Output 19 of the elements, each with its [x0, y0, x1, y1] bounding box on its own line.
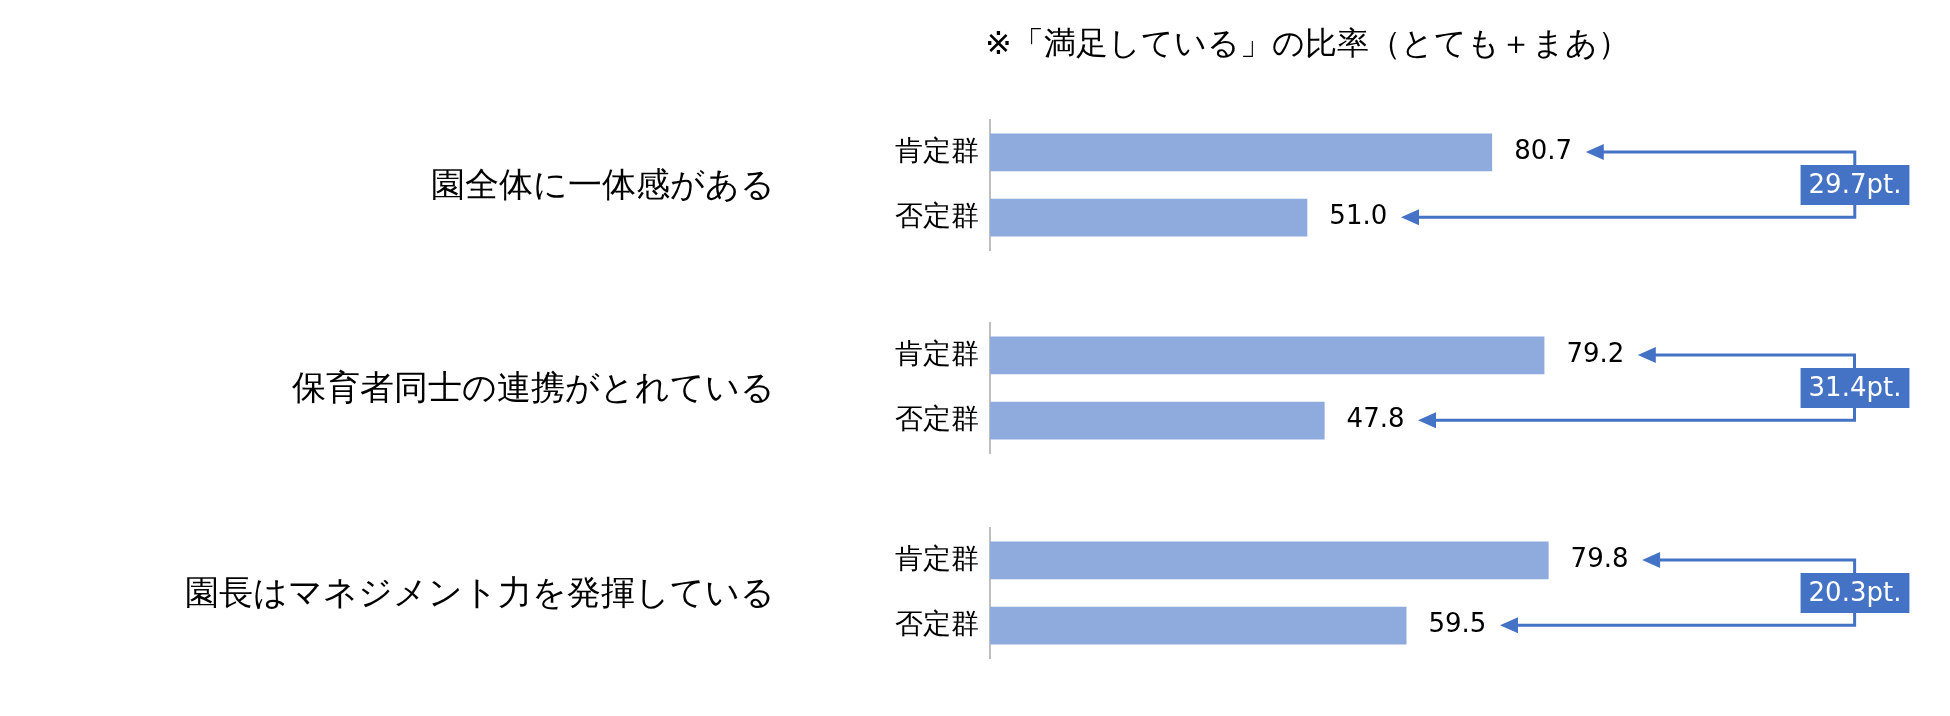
y-tick-label: 否定群 — [895, 198, 979, 232]
data-label: 79.8 — [1570, 543, 1629, 574]
data-label: 59.5 — [1428, 608, 1487, 639]
y-tick-label: 否定群 — [895, 606, 979, 640]
text: 31.4pt. — [1808, 371, 1902, 402]
data-label: 51.0 — [1329, 200, 1388, 231]
y-tick-label: 肯定群 — [895, 336, 979, 370]
y-tick-label: 否定群 — [895, 401, 979, 435]
y-tick-label: 肯定群 — [895, 541, 979, 575]
data-label: 47.8 — [1346, 403, 1405, 434]
data-label: 79.2 — [1566, 338, 1625, 369]
data-label: 80.7 — [1514, 135, 1573, 166]
text: 29.7pt. — [1808, 168, 1902, 199]
chart-title: ※「満足している」の比率（とても＋まあ） — [985, 23, 1630, 64]
y-axis-title: 園全体に一体感がある — [430, 163, 775, 206]
y-axis-title: 保育者同士の連携がとれている — [291, 366, 775, 409]
text: 20.3pt. — [1808, 576, 1902, 607]
y-tick-label: 肯定群 — [895, 133, 979, 167]
y-axis-title: 園長はマネジメント力を発揮している — [184, 571, 775, 614]
